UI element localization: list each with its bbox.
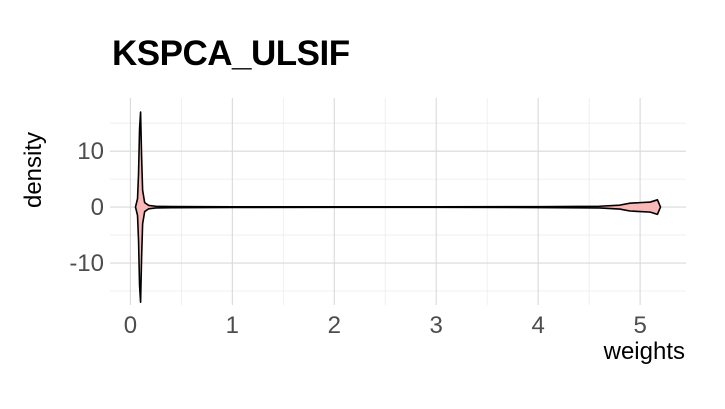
x-tick-label: 0 [124, 312, 137, 339]
violin-group [134, 111, 662, 303]
chart-title: KSPCA_ULSIF [112, 34, 350, 73]
x-tick-label: 2 [328, 312, 341, 339]
x-tick-label: 3 [430, 312, 443, 339]
violin-shape [134, 111, 662, 303]
y-tick-label: 0 [91, 194, 104, 221]
grid [110, 98, 686, 305]
y-axis-ticks: -10 0 10 [69, 138, 104, 277]
y-tick-label: -10 [69, 250, 104, 277]
x-tick-label: 1 [226, 312, 239, 339]
y-tick-label: 10 [77, 138, 104, 165]
x-axis-ticks: 0 1 2 3 4 5 [124, 312, 647, 339]
x-tick-label: 4 [531, 312, 544, 339]
x-axis-label: weights [603, 338, 685, 365]
x-tick-label: 5 [633, 312, 646, 339]
